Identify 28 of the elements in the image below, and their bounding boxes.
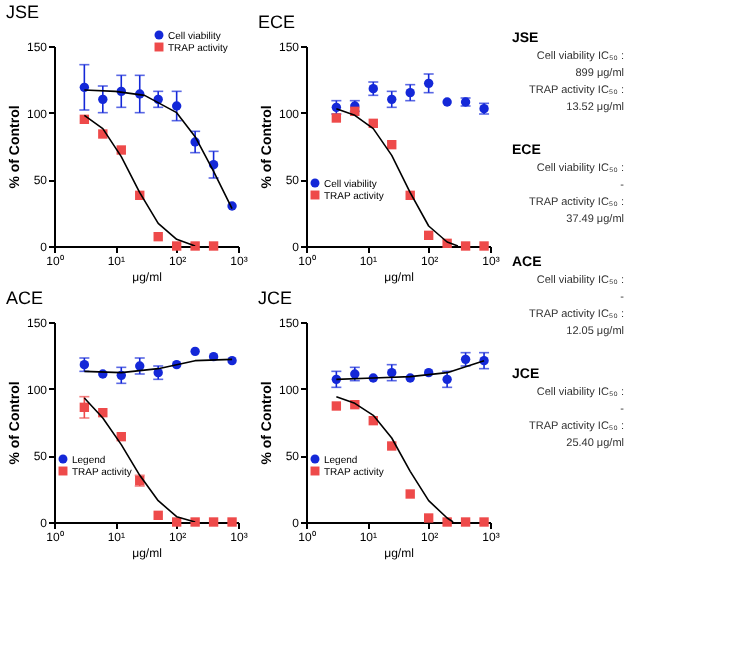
- point: [423, 78, 434, 89]
- point: [153, 231, 163, 242]
- point: [79, 402, 90, 413]
- point: [331, 401, 342, 411]
- point: [227, 355, 237, 366]
- point: [442, 97, 452, 107]
- point: [405, 489, 415, 499]
- point: [423, 230, 434, 241]
- point: [190, 517, 200, 527]
- point: [208, 517, 219, 527]
- point: [190, 241, 200, 251]
- point: [171, 241, 182, 251]
- point: [460, 241, 471, 251]
- point: [423, 513, 434, 523]
- point: [116, 145, 126, 155]
- point: [153, 510, 163, 521]
- chart-title: ACE: [5, 288, 44, 308]
- chart-title: JCE: [257, 288, 293, 308]
- chart-title: JSE: [5, 2, 40, 22]
- point: [387, 139, 397, 150]
- point: [208, 241, 219, 251]
- point: [171, 517, 182, 527]
- point: [331, 113, 342, 123]
- point: [171, 101, 182, 111]
- chart-title: ECE: [257, 12, 296, 32]
- point: [460, 517, 471, 527]
- point: [190, 346, 200, 357]
- point: [98, 94, 108, 105]
